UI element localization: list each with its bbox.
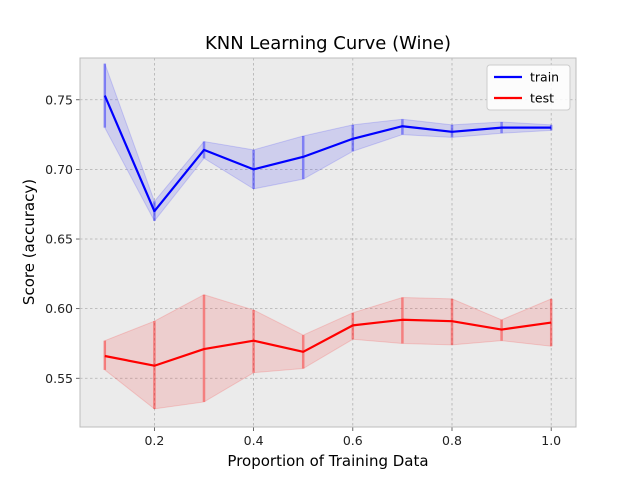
x-axis-label: Proportion of Training Data [227, 452, 428, 470]
y-tick-label: 0.70 [45, 162, 73, 177]
x-tick-label: 0.6 [343, 433, 363, 448]
plot-area [80, 58, 576, 427]
x-tick-label: 0.8 [442, 433, 462, 448]
y-tick-label: 0.65 [45, 232, 73, 247]
legend: train test [486, 64, 571, 111]
y-tick-label: 0.60 [45, 301, 73, 316]
y-tick-label: 0.55 [45, 371, 73, 386]
series-lines [103, 95, 552, 367]
x-tick-label: 0.2 [144, 433, 164, 448]
y-tick-label: 0.75 [45, 92, 73, 107]
test-line [104, 318, 552, 367]
train-line [103, 95, 552, 213]
plot-frame [79, 57, 577, 428]
y-axis-ticks: 0.55 0.60 0.65 0.70 0.75 [45, 92, 80, 386]
x-tick-label: 0.4 [244, 433, 264, 448]
chart-title: KNN Learning Curve (Wine) [205, 33, 451, 54]
y-axis-label: Score (accuracy) [20, 179, 38, 305]
confidence-bands [104, 63, 552, 410]
train-legend-label: train [530, 70, 559, 85]
test-band [104, 294, 552, 410]
train-band [104, 63, 552, 222]
test-legend-label: test [530, 91, 554, 106]
x-axis-ticks: 0.2 0.4 0.6 0.8 1.0 [144, 427, 561, 448]
x-tick-label: 1.0 [541, 433, 561, 448]
